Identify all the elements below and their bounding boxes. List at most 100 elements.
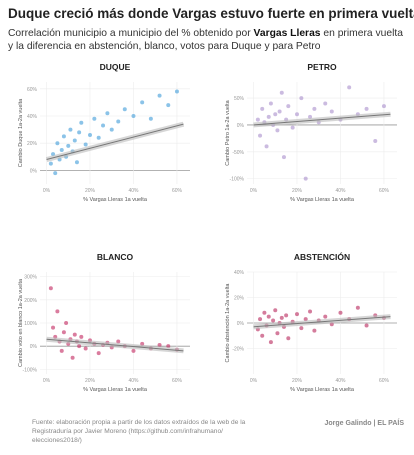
point xyxy=(260,106,265,111)
y-tick-label: 0% xyxy=(30,344,38,350)
point xyxy=(275,331,280,336)
y-axis-label: Cambio Duque 1a-2a vuelta xyxy=(18,98,24,167)
point xyxy=(347,85,352,90)
subtitle-emphasis: Vargas Lleras xyxy=(253,28,321,39)
y-axis-label: Cambio Petro 1a-2a vuelta xyxy=(225,99,231,165)
y-tick-label: 40% xyxy=(27,114,38,120)
point xyxy=(364,323,369,328)
point xyxy=(264,144,269,149)
y-tick-label: 20% xyxy=(234,296,245,302)
point xyxy=(279,315,284,320)
y-tick-label: 40% xyxy=(234,270,245,276)
y-tick-label: -50% xyxy=(232,150,244,156)
point xyxy=(323,101,328,106)
point xyxy=(72,332,77,337)
x-tick-label: 0% xyxy=(250,378,258,384)
point xyxy=(266,114,271,119)
point xyxy=(55,141,60,146)
point xyxy=(88,133,92,138)
source: Fuente: elaboración propia a partir de l… xyxy=(32,419,246,444)
point xyxy=(59,148,64,152)
point xyxy=(157,343,162,348)
point xyxy=(77,344,82,349)
subtitle: Correlación municipio a municipio del % … xyxy=(8,27,408,53)
y-tick-label: -100% xyxy=(23,367,38,373)
point xyxy=(48,161,53,166)
credit: Jorge Galindo | EL PAÍS xyxy=(324,420,405,427)
point xyxy=(284,313,289,318)
point xyxy=(308,309,313,314)
point xyxy=(338,310,343,315)
point xyxy=(105,111,110,116)
x-tick-label: 60% xyxy=(172,378,183,384)
point xyxy=(61,134,66,139)
point xyxy=(70,355,75,360)
x-axis-label: % Vargas Lleras 1a vuelta xyxy=(290,197,355,203)
point xyxy=(255,117,260,122)
point xyxy=(83,142,88,147)
point xyxy=(72,138,77,143)
title: Duque creció más donde Vargas estuvo fue… xyxy=(8,6,414,21)
x-tick-label: 60% xyxy=(379,188,390,194)
y-tick-label: 0% xyxy=(30,168,38,174)
point xyxy=(290,125,295,130)
point xyxy=(131,114,136,118)
point xyxy=(53,171,58,176)
point xyxy=(323,314,328,319)
point xyxy=(79,120,84,125)
point xyxy=(312,328,317,333)
point xyxy=(131,348,136,353)
point xyxy=(286,104,291,109)
point xyxy=(109,127,114,132)
point xyxy=(258,133,263,138)
point xyxy=(262,310,267,315)
point xyxy=(148,116,153,121)
y-tick-label: 20% xyxy=(27,141,38,147)
point xyxy=(329,109,334,114)
point xyxy=(166,103,171,108)
point xyxy=(116,119,121,124)
x-axis-label: % Vargas Lleras 1a vuelta xyxy=(83,197,148,203)
point xyxy=(303,317,308,322)
point xyxy=(271,318,276,323)
point xyxy=(308,114,313,119)
x-tick-label: 0% xyxy=(250,188,258,194)
point xyxy=(273,112,278,117)
point xyxy=(64,321,69,325)
point xyxy=(77,130,82,135)
point xyxy=(96,135,101,140)
x-tick-label: 60% xyxy=(379,378,390,384)
x-axis-label: % Vargas Lleras 1a vuelta xyxy=(290,387,355,393)
point xyxy=(157,93,162,98)
point xyxy=(299,326,304,331)
point xyxy=(268,340,273,345)
y-tick-label: 0% xyxy=(237,321,245,327)
point xyxy=(273,308,278,313)
point xyxy=(295,312,299,317)
subtitle-text: en primera vuelta y la diferencia en abs… xyxy=(8,28,403,52)
point xyxy=(61,330,66,335)
point xyxy=(68,127,73,132)
point xyxy=(277,109,282,114)
panel-title: ABSTENCIÓN xyxy=(294,251,350,262)
x-tick-label: 0% xyxy=(43,378,51,384)
point xyxy=(140,100,145,105)
point xyxy=(79,334,84,339)
point xyxy=(373,139,378,144)
subtitle-text: Correlación municipio a municipio del % … xyxy=(8,28,254,39)
point xyxy=(174,89,179,94)
point xyxy=(303,176,308,181)
point xyxy=(260,333,265,338)
x-tick-label: 40% xyxy=(335,188,346,194)
trend-line xyxy=(253,316,391,328)
x-tick-label: 20% xyxy=(292,378,303,384)
y-axis-label: Cambio voto en blanco 1a-2a vuelta xyxy=(18,278,24,367)
point xyxy=(312,106,317,111)
point xyxy=(92,116,97,121)
x-axis-label: % Vargas Lleras 1a vuelta xyxy=(83,387,148,393)
x-tick-label: 0% xyxy=(43,188,51,194)
point xyxy=(295,112,299,117)
x-tick-label: 20% xyxy=(85,378,96,384)
panel-title: PETRO xyxy=(307,62,337,72)
